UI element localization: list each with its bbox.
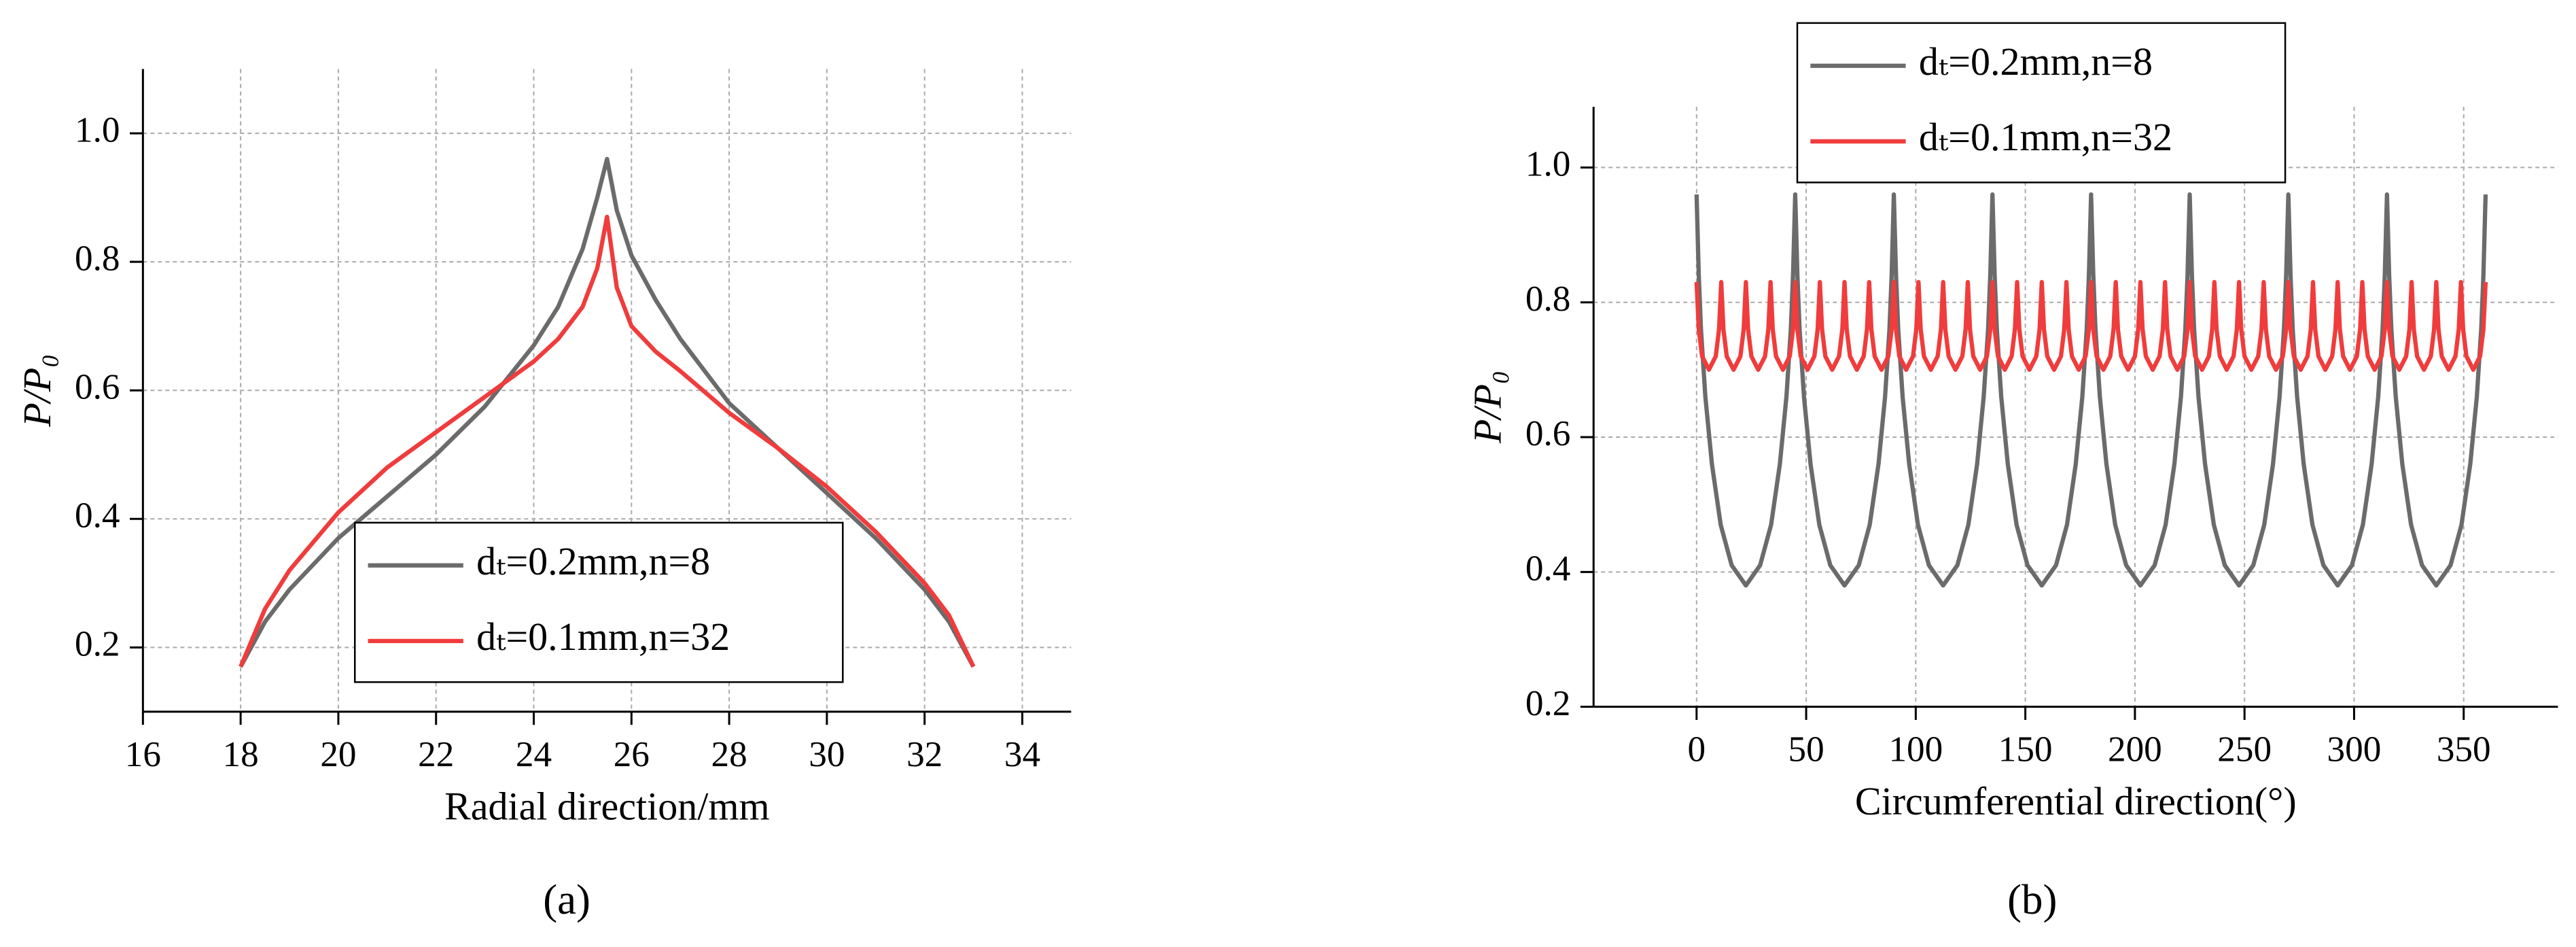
series-line [1694,192,2488,588]
x-tick-label: 150 [1998,729,2053,770]
x-tick-label: 16 [125,734,161,774]
y-axis-label: P/P₀ [1466,371,1510,444]
series-line [1694,279,2488,372]
x-tick-label: 50 [1788,729,1824,770]
y-tick-label: 0.8 [1525,279,1570,319]
x-tick-label: 350 [2437,729,2491,770]
y-tick-label: 0.4 [75,495,120,535]
x-tick-label: 300 [2327,729,2382,770]
y-tick-label: 0.2 [75,624,120,664]
legend-box [353,521,844,683]
x-axis-label: Radial direction/mm [444,784,770,828]
legend-label: dₜ=0.1mm,n=32 [476,615,730,659]
panel: 16 18 20 22 24 26 28 30 32 34 0.2 0.4 0.6 0.8 1.0 Radia… [15,69,1072,923]
x-tick-label: 20 [320,734,356,774]
x-axis-label: Circumferential direction(°) [1855,779,2297,823]
caption: (b) [2007,876,2057,923]
x-tick-label: 30 [809,734,845,774]
x-tick-label: 32 [906,734,942,774]
x-tick-label: 22 [418,734,454,774]
x-tick-label: 200 [2108,729,2162,770]
y-tick-label: 0.6 [1525,413,1570,453]
x-tick-label: 24 [516,734,552,774]
series-line [239,156,976,668]
legend: dₜ=0.2mm,n=8 dₜ=0.1mm,n=32 [1796,22,2287,184]
x-tick-label: 100 [1888,729,1943,770]
y-tick-label: 0.4 [1525,549,1570,589]
caption: (a) [543,876,590,923]
y-axis-label: P/P₀ [15,354,59,428]
legend-label: dₜ=0.2mm,n=8 [476,539,710,583]
legend-label: dₜ=0.2mm,n=8 [1919,39,2153,84]
y-tick-label: 1.0 [1525,144,1570,184]
legend-box [1796,22,2287,184]
x-tick-label: 0 [1687,729,1706,770]
x-tick-label: 34 [1004,734,1040,774]
x-tick-label: 18 [223,734,259,774]
legend: dₜ=0.2mm,n=8 dₜ=0.1mm,n=32 [353,521,844,683]
series-line [239,214,976,668]
y-tick-label: 1.0 [75,109,120,150]
panel: 0 50 100 150 200 250 300 350 0.2 0.4 0.6 0.8 1.0 Circ… [1466,22,2558,923]
legend-label: dₜ=0.1mm,n=32 [1919,115,2172,159]
x-tick-label: 250 [2217,729,2272,770]
y-tick-label: 0.8 [75,238,120,278]
x-tick-label: 26 [614,734,650,774]
y-tick-label: 0.2 [1525,683,1570,723]
x-tick-label: 28 [711,734,747,774]
y-tick-label: 0.6 [75,366,120,407]
